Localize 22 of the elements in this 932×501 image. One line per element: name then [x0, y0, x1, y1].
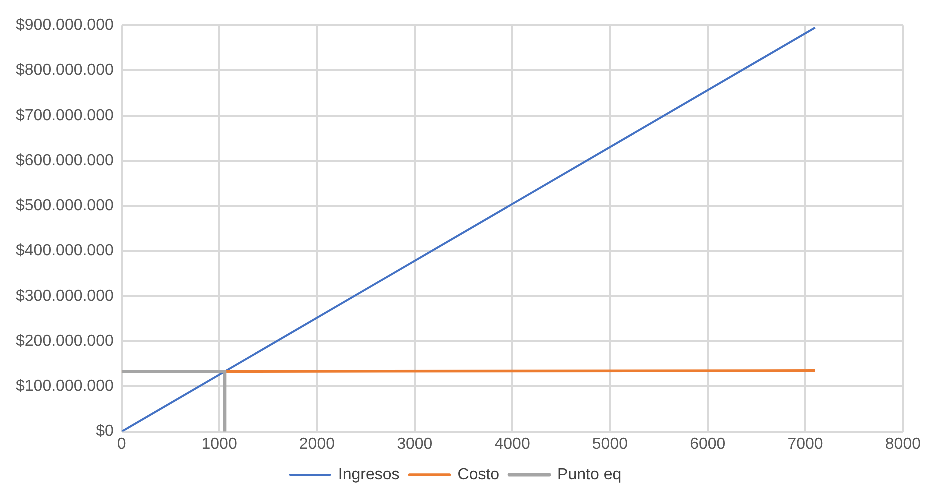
x-tick-label: 4000 [494, 436, 530, 453]
y-tick-label: $700.000.000 [16, 107, 114, 124]
y-tick-label: $200.000.000 [16, 332, 114, 350]
legend-label: Ingresos [338, 466, 400, 484]
x-tick-label: 2000 [299, 436, 336, 453]
y-tick-label: $800.000.000 [16, 62, 114, 80]
y-tick-label: $300.000.000 [16, 288, 114, 305]
x-tick-label: 3000 [397, 436, 433, 453]
x-tick-label: 8000 [885, 436, 922, 453]
x-tick-label: 5000 [592, 436, 628, 453]
x-tick-label: 1000 [202, 436, 238, 453]
x-tick-label: 7000 [788, 436, 824, 453]
legend-label: Punto eq [558, 466, 622, 484]
y-tick-label: $100.000.000 [16, 378, 114, 396]
y-tick-label: $500.000.000 [16, 198, 114, 215]
legend-label: Costo [458, 466, 500, 484]
y-tick-label: $600.000.000 [16, 152, 114, 170]
x-tick-label: 6000 [690, 436, 726, 453]
y-tick-label: $0 [96, 423, 114, 440]
y-tick-label: $900.000.000 [16, 17, 114, 34]
x-tick-label: 0 [117, 436, 126, 453]
y-tick-label: $400.000.000 [16, 242, 114, 260]
